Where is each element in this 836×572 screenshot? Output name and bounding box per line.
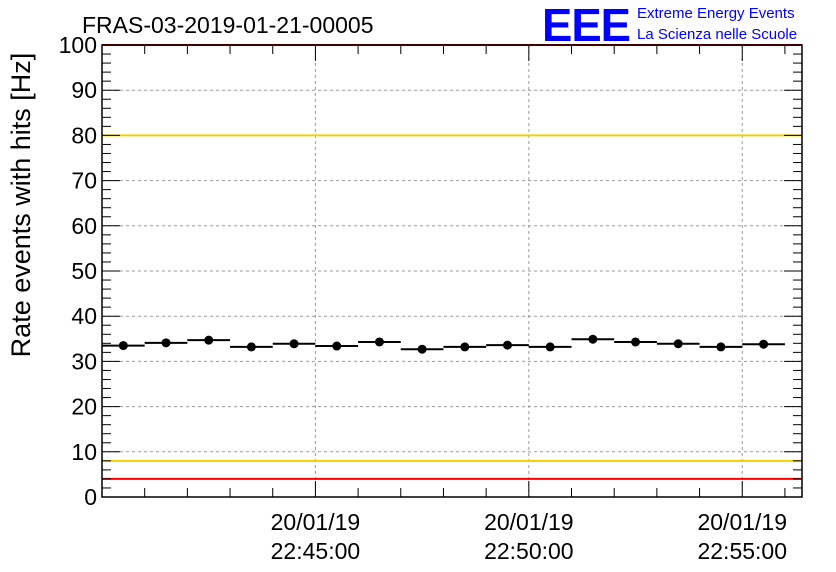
data-point [374, 337, 384, 347]
y-axis-ticks: 0 10 20 30 40 50 60 70 80 90 100 [59, 32, 802, 510]
data-point [289, 339, 299, 349]
logo-line-1: Extreme Energy Events [637, 5, 795, 22]
data-point [332, 341, 342, 351]
y-tick-label: 80 [71, 122, 97, 148]
chart-title: FRAS-03-2019-01-21-00005 [82, 12, 374, 38]
logo-mark: EEE [542, 0, 630, 51]
data-point [759, 339, 769, 349]
y-tick-label: 90 [71, 77, 97, 103]
x-axis-ticks: 20/01/19 22:45:00 20/01/19 22:50:00 20/01/19… [144, 45, 787, 564]
y-tick-label: 10 [71, 439, 97, 465]
x-tick-label-time: 22:50:00 [484, 538, 574, 564]
grid [102, 45, 802, 497]
logo-line-2: La Scienza nelle Scuole [637, 26, 797, 43]
x-tick-label-time: 22:45:00 [271, 538, 361, 564]
data-point [545, 342, 555, 352]
data-point [118, 341, 128, 351]
data-point [460, 342, 470, 352]
x-tick-label-date: 20/01/19 [271, 509, 361, 535]
y-axis-label: Rate events with hits [Hz] [6, 53, 36, 358]
data-point [204, 335, 214, 345]
x-tick-label-time: 22:55:00 [697, 538, 787, 564]
y-tick-label: 20 [71, 394, 97, 420]
data-point [673, 339, 683, 349]
data-point [588, 334, 598, 344]
y-tick-label: 30 [71, 348, 97, 374]
data-point [161, 338, 171, 348]
data-series [102, 334, 785, 354]
data-point [631, 337, 641, 347]
y-tick-label: 70 [71, 168, 97, 194]
y-tick-label: 0 [84, 484, 97, 510]
x-tick-label-date: 20/01/19 [697, 509, 787, 535]
y-tick-label: 40 [71, 303, 97, 329]
x-tick-label-date: 20/01/19 [484, 509, 574, 535]
y-tick-label: 100 [59, 32, 97, 58]
data-point [246, 342, 256, 352]
y-tick-label: 60 [71, 213, 97, 239]
data-point [502, 340, 512, 350]
data-point [716, 342, 726, 352]
reference-lines [102, 44, 802, 480]
data-point [417, 344, 427, 354]
y-tick-label: 50 [71, 258, 97, 284]
eee-logo: EEE Extreme Energy Events La Scienza nel… [542, 0, 797, 51]
